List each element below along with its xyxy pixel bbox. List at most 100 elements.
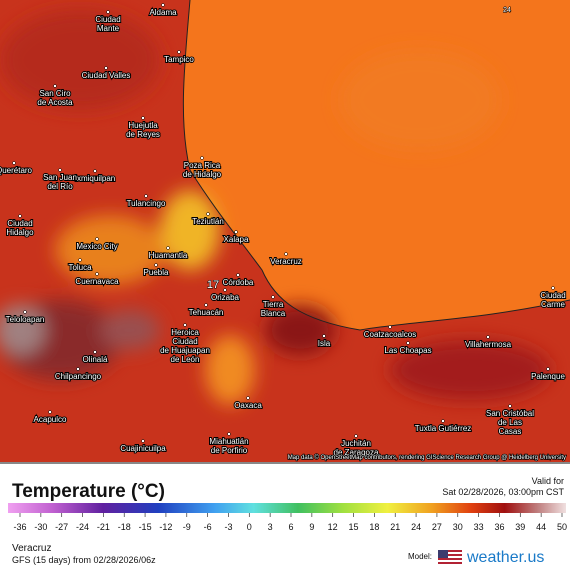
place-dot	[93, 169, 97, 173]
place-label-line: de Zaragoza	[334, 448, 379, 457]
place-label: Heroica Ciudad de Huajuapan de León	[160, 328, 210, 364]
place-label-line: Tampico	[164, 55, 194, 64]
color-bar-tick-label: -27	[55, 522, 68, 532]
place-label: Tuxtla Gutiérrez	[415, 424, 472, 433]
color-bar-tick-label: 27	[432, 522, 442, 532]
place-label-line: Villahermosa	[465, 340, 512, 349]
place-dot	[166, 246, 170, 250]
place-label-line: de Las	[498, 418, 522, 427]
place-label-line: Tehuacán	[189, 308, 224, 317]
color-bar-tick-label: -24	[76, 522, 89, 532]
place-label: Cuajinicuilpa	[120, 444, 166, 453]
color-bar	[8, 503, 566, 513]
place-dot	[141, 116, 145, 120]
place-dot	[551, 286, 555, 290]
place-dot	[204, 303, 208, 307]
place-label-line: Heroica	[171, 328, 199, 337]
place-label: Palenque	[531, 372, 565, 381]
place-dot	[486, 335, 490, 339]
place-label-line: Tulancingo	[127, 199, 166, 208]
place-dot	[246, 396, 250, 400]
place-dot	[236, 273, 240, 277]
color-bar-tick-label: -30	[34, 522, 47, 532]
place-dot	[23, 310, 27, 314]
place-label: Chilpancingo	[55, 372, 102, 381]
legend-title: Temperature (°C)	[12, 481, 165, 502]
place-label: Puebla	[144, 268, 169, 277]
color-bar-tick-label: 3	[268, 522, 273, 532]
color-bar-tick-label: -9	[183, 522, 191, 532]
place-label-line: Veracruz	[270, 257, 302, 266]
place-label-line: Huamantla	[149, 251, 188, 260]
place-label: Ciudad Valles	[82, 71, 131, 80]
place-label: San Juan del Río	[43, 173, 77, 191]
place-label-line: Palenque	[531, 372, 565, 381]
place-label: Coatzacoalcos	[364, 330, 416, 339]
place-dot	[48, 410, 52, 414]
place-dot	[144, 194, 148, 198]
place-dot	[223, 288, 227, 292]
color-bar-tick-label: 6	[288, 522, 293, 532]
place-dot	[53, 84, 57, 88]
color-bar-tick-label: 24	[411, 522, 421, 532]
place-label-line: de Hidalgo	[183, 170, 222, 179]
place-label: Poza Rica de Hidalgo	[183, 161, 222, 179]
place-label: Huejutla de Reyes	[126, 121, 160, 139]
place-label-line: Casas	[499, 427, 522, 436]
flag-icon	[438, 550, 462, 564]
place-label: Villahermosa	[465, 340, 512, 349]
place-label: Tampico	[164, 55, 194, 64]
model-label: Model:	[408, 552, 432, 561]
color-bar-tick-label: 21	[390, 522, 400, 532]
color-bar-tick-label: 12	[328, 522, 338, 532]
place-label-line: Xalapa	[224, 235, 249, 244]
map-background	[0, 0, 570, 464]
place-label-line: de León	[171, 355, 200, 364]
place-dot	[284, 252, 288, 256]
place-dot	[183, 323, 187, 327]
place-label: Tehuacán	[189, 308, 224, 317]
color-bar-tick-label: 30	[453, 522, 463, 532]
place-label-line: de Porfirio	[211, 446, 248, 455]
place-label: Oaxaca	[234, 401, 262, 410]
color-bar-tick-label: 9	[309, 522, 314, 532]
location: Veracruz	[12, 543, 51, 554]
place-dot	[388, 325, 392, 329]
place-dot	[95, 272, 99, 276]
place-dot	[161, 3, 165, 7]
place-label: Tierra Blanca	[261, 300, 286, 318]
place-label-line: Las Choapas	[384, 346, 431, 355]
place-label-line: Toluca	[68, 263, 92, 272]
color-bar-tick-label: -15	[139, 522, 152, 532]
place-label-line: Tierra	[263, 300, 284, 309]
model-run: GFS (15 days) from 02/28/2026/06z	[12, 555, 156, 565]
place-label-line: Ciudad	[7, 219, 32, 228]
place-label-line: Miahuatlán	[209, 437, 248, 446]
brand: weather.us	[466, 549, 544, 566]
place-label-line: Aldama	[149, 8, 177, 17]
place-label: Aldama	[149, 8, 177, 17]
place-label-line: Ciudad	[95, 15, 120, 24]
place-label: Orizaba	[211, 293, 240, 302]
place-label-line: Teloloapan	[6, 315, 45, 324]
color-bar-tick-label: -36	[13, 522, 26, 532]
place-dot	[12, 161, 16, 165]
place-label-line: Ciudad	[540, 291, 565, 300]
place-label: Teziutlán	[192, 217, 224, 226]
valid-label: Valid for	[532, 476, 564, 486]
place-label-line: Juchitán	[341, 439, 371, 448]
place-label: Las Choapas	[384, 346, 431, 355]
place-label: Mexico City	[76, 242, 117, 251]
place-dot	[200, 156, 204, 160]
place-label-line: Mante	[97, 24, 120, 33]
place-label-line: San Juan	[43, 173, 77, 182]
place-label: Ciudad Carme	[540, 291, 565, 309]
place-dot	[78, 258, 82, 262]
place-label-line: Teziutlán	[192, 217, 224, 226]
place-label: Querétaro	[0, 166, 33, 175]
place-dot	[177, 50, 181, 54]
place-dot	[322, 334, 326, 338]
